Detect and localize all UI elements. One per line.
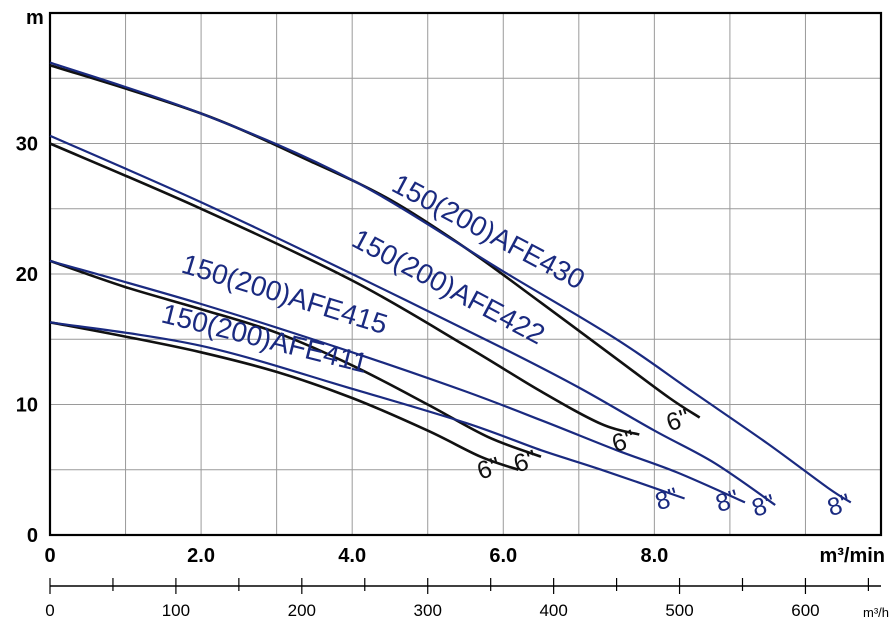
curve-6-inch [49,259,542,458]
curve-8-inch [49,259,746,504]
secondary-x-axis-unit-label: m³/h [863,605,889,620]
grid [50,13,881,535]
curve-8-inch [49,134,776,506]
x-axis: 0 2.0 4.0 6.0 8.0 [44,545,668,567]
x-tick-label: 4.0 [338,545,366,567]
size-label-8-inch: 8" [712,484,742,518]
size-label-6-inch: 6" [474,452,504,486]
curve-6-inch [49,321,519,472]
x-tick-label: 2.0 [187,545,215,567]
curve-8-inch [49,321,685,500]
size-label-6-inch: 6" [663,404,693,438]
size-label-8-inch: 8" [824,488,854,522]
curve-6-inch [49,142,640,436]
secondary-x-axis: 0 100 200 300 400 500 600 [45,578,881,620]
secondary-x-tick-label: 0 [45,601,54,620]
x-axis-unit-label: m³/min [819,545,885,567]
secondary-x-tick-label: 300 [414,601,442,620]
performance-curves [49,61,852,506]
x-tick-label: 8.0 [640,545,668,567]
y-tick-label: 10 [16,395,38,417]
secondary-x-tick-label: 500 [665,601,693,620]
x-tick-label: 0 [44,545,55,567]
size-label-8-inch: 8" [748,489,778,523]
size-label-6-inch: 6" [608,425,638,459]
y-tick-label: 20 [16,264,38,286]
size-label-8-inch: 8" [652,482,682,516]
secondary-x-tick-label: 100 [162,601,190,620]
secondary-x-tick-label: 400 [539,601,567,620]
size-label-6-inch: 6" [510,445,540,479]
y-tick-label: 30 [16,134,38,156]
curve-8-inch [49,61,852,504]
secondary-x-tick-label: 200 [288,601,316,620]
y-axis-unit-label: m [26,7,44,29]
x-tick-label: 6.0 [489,545,517,567]
secondary-x-tick-label: 600 [791,601,819,620]
y-axis: 0 10 20 30 [16,134,38,548]
plot-frame [48,11,883,537]
y-tick-label: 0 [27,525,38,547]
